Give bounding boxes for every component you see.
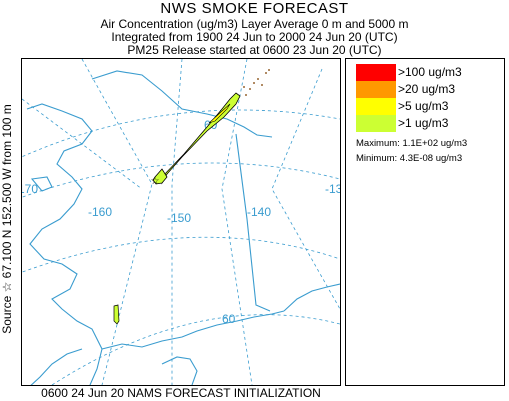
maximum-value: Maximum: 1.1E+02 ug/m3 (356, 138, 468, 149)
meridian-line (171, 59, 183, 385)
north-coast (91, 70, 273, 138)
legend-label: >20 ug/m3 (398, 82, 456, 96)
south-coast (101, 310, 285, 350)
release-info: PM25 Release started at 0600 23 Jun 20 (… (127, 43, 382, 57)
legend-swatch (356, 98, 396, 115)
legend-item: >1 ug/m3 (356, 115, 496, 132)
integration-period: Integrated from 1900 24 Jun to 2000 24 J… (111, 30, 398, 44)
lon-label: -140 (247, 205, 271, 219)
legend-label: >1 ug/m3 (398, 116, 449, 130)
peninsula (30, 348, 83, 385)
lat-line (22, 109, 340, 158)
island (30, 176, 53, 192)
lon-label: -150 (167, 211, 191, 225)
legend-swatch (356, 115, 396, 132)
map-svg: -170 -160 -150 -140 -130 60 60 ☆ (22, 59, 340, 385)
lat-line (22, 236, 340, 273)
forecast-initialization: 0600 24 Jun 20 NAMS FORECAST INITIALIZAT… (41, 386, 321, 400)
meridian-line (81, 59, 153, 385)
lon-label: -160 (88, 205, 112, 219)
coastline (26, 70, 340, 385)
smoke-plume (113, 69, 270, 325)
legend-swatch (356, 64, 396, 81)
plume-band-mid (208, 103, 231, 124)
forecast-title: NWS SMOKE FORECAST (160, 0, 349, 17)
plume-patch (113, 304, 120, 325)
legend-item: >100 ug/m3 (356, 64, 496, 81)
source-location-label: Source ☆ 67.100 N 152.500 W from 100 m (0, 104, 14, 334)
source-star-icon: ☆ (151, 176, 160, 187)
legend-label: >100 ug/m3 (398, 65, 462, 79)
map-panel: -170 -160 -150 -140 -130 60 60 ☆ (21, 58, 341, 386)
lon-label: -170 (22, 182, 38, 196)
border-line (235, 133, 271, 312)
south-island (161, 356, 198, 385)
plume-specks (243, 69, 270, 96)
lat-line (51, 314, 340, 385)
legend-swatch (356, 81, 396, 98)
legend-panel: >100 ug/m3 >20 ug/m3 >5 ug/m3 >1 ug/m3 M… (345, 58, 505, 386)
lon-label: -130 (325, 182, 340, 196)
minimum-value: Minimum: 4.3E-08 ug/m3 (356, 153, 463, 164)
meridian-line (271, 68, 340, 310)
lat-line (22, 162, 340, 198)
legend-item: >5 ug/m3 (356, 98, 496, 115)
west-coast (26, 103, 103, 385)
concentration-subtitle: Air Concentration (ug/m3) Layer Average … (100, 17, 409, 31)
lat-label: 60 (222, 312, 236, 326)
legend-item: >20 ug/m3 (356, 81, 496, 98)
plume-source-area (152, 168, 168, 185)
panhandle-coast (283, 283, 340, 312)
legend-label: >5 ug/m3 (398, 99, 449, 113)
